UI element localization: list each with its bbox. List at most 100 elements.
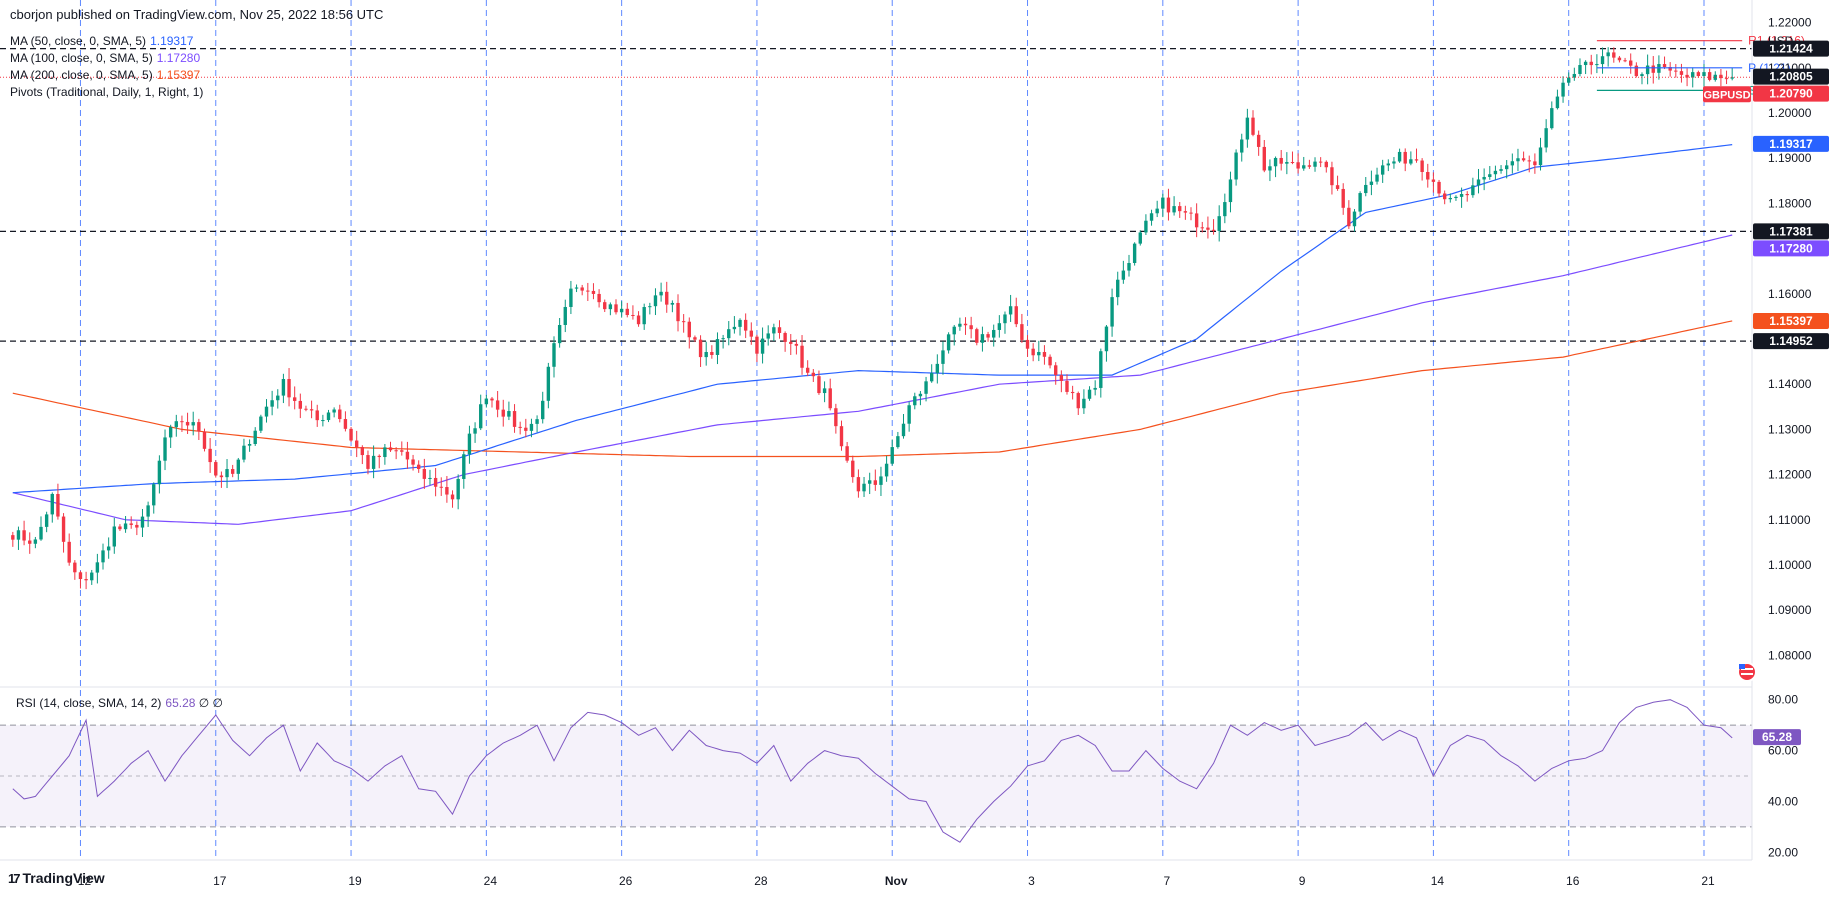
candle xyxy=(1380,165,1385,175)
candle xyxy=(732,326,737,330)
rsi-tick-label: 60.00 xyxy=(1768,744,1798,758)
candle xyxy=(1640,74,1644,77)
candle xyxy=(1533,161,1537,166)
publisher-info: cborjon published on TradingView.com, No… xyxy=(10,7,384,22)
flag-icon[interactable] xyxy=(1737,662,1757,682)
candle xyxy=(766,333,770,339)
legend-ma200[interactable]: MA (200, close, 0, SMA, 5) 1.15397 xyxy=(10,68,200,82)
candle xyxy=(1116,279,1120,298)
candle xyxy=(1240,139,1244,153)
candle xyxy=(992,329,996,338)
candle xyxy=(1409,159,1413,164)
candle xyxy=(355,440,359,448)
candle xyxy=(1014,306,1018,325)
candle xyxy=(1634,65,1639,77)
candle xyxy=(1251,117,1255,135)
candle xyxy=(659,291,663,296)
candle xyxy=(1166,197,1171,213)
price-badge xyxy=(1753,135,1829,152)
tradingview-logo-icon: 17 xyxy=(8,870,21,886)
candle xyxy=(715,339,720,355)
candle xyxy=(1651,65,1655,73)
candle xyxy=(1070,391,1075,394)
candle xyxy=(569,288,573,307)
candle xyxy=(78,572,83,580)
candle xyxy=(191,422,195,426)
candle xyxy=(1662,64,1667,68)
candle xyxy=(704,351,708,358)
candle xyxy=(349,428,353,441)
candle xyxy=(1414,159,1419,161)
legend-pivots[interactable]: Pivots (Traditional, Daily, 1, Right, 1) xyxy=(10,85,203,99)
candle xyxy=(61,516,66,542)
candle xyxy=(490,398,494,401)
legend-ma100[interactable]: MA (100, close, 0, SMA, 5) 1.17280 xyxy=(10,51,200,65)
candle xyxy=(118,526,122,530)
legend-rsi-value: 65.28 xyxy=(165,696,196,710)
candle xyxy=(383,447,387,458)
candle xyxy=(1020,324,1024,340)
price-tick-label: 1.14000 xyxy=(1768,377,1812,391)
candle xyxy=(1042,351,1047,357)
candle xyxy=(930,373,934,382)
ma200-line xyxy=(12,320,1733,458)
candle xyxy=(1335,185,1340,189)
time-tick-label: 9 xyxy=(1299,874,1306,888)
candle xyxy=(952,326,956,335)
candle xyxy=(524,427,528,431)
time-axis[interactable]: 121719242628Nov3791416212328 xyxy=(78,874,1833,888)
rsi-axis[interactable]: 20.00 40.00 60.00 80.00 xyxy=(1768,693,1798,860)
candle xyxy=(467,433,472,455)
time-tick-label: 7 xyxy=(1163,874,1170,888)
tradingview-footer[interactable]: 17 TradingView xyxy=(8,870,105,886)
candle xyxy=(1149,213,1154,221)
candle xyxy=(1211,229,1216,231)
candle xyxy=(90,572,94,581)
candle xyxy=(856,477,861,492)
candle xyxy=(636,315,641,325)
legend-pivots-label: Pivots (Traditional, Daily, 1, Right, 1) xyxy=(10,85,204,99)
candle xyxy=(805,367,810,373)
candle xyxy=(997,323,1002,330)
legend-rsi[interactable]: RSI (14, close, SMA, 14, 2) 65.28 ∅ ∅ xyxy=(16,696,223,710)
price-badge xyxy=(1753,68,1829,85)
candle xyxy=(1341,188,1345,208)
candle xyxy=(603,302,607,310)
price-badge xyxy=(1753,85,1829,102)
candle xyxy=(214,462,218,476)
candle xyxy=(197,422,201,432)
candle xyxy=(1121,270,1126,280)
candle xyxy=(67,541,71,563)
candle xyxy=(1037,351,1041,356)
price-badges: 1.21424 1.20805 1.20790 1.19317 1.17381 1.172… xyxy=(1703,40,1829,746)
candle xyxy=(388,447,393,451)
candle xyxy=(591,290,596,294)
candle xyxy=(276,395,280,401)
candle xyxy=(1448,198,1453,200)
price-tick-label: 1.16000 xyxy=(1768,287,1812,301)
candle xyxy=(512,411,517,427)
candle xyxy=(625,308,629,316)
rsi-badge-label: 65.28 xyxy=(1762,730,1792,744)
candle xyxy=(1392,161,1396,164)
candle xyxy=(1003,314,1007,324)
time-tick-label: 26 xyxy=(619,874,633,888)
rsi-tick-label: 20.00 xyxy=(1768,845,1798,859)
candle xyxy=(665,291,669,305)
price-badge xyxy=(1753,240,1829,257)
candle xyxy=(743,319,748,331)
candle xyxy=(597,293,601,303)
legend-ma50[interactable]: MA (50, close, 0, SMA, 5) 1.19317 xyxy=(10,34,193,48)
candle xyxy=(783,332,787,342)
candle xyxy=(287,379,291,398)
candle xyxy=(1583,61,1588,66)
candle xyxy=(1104,326,1109,352)
candle xyxy=(230,469,235,474)
candle xyxy=(879,476,883,485)
candle xyxy=(1087,389,1092,399)
candle xyxy=(22,530,26,541)
candle xyxy=(918,393,923,397)
candle xyxy=(794,343,799,346)
candle xyxy=(219,475,224,478)
